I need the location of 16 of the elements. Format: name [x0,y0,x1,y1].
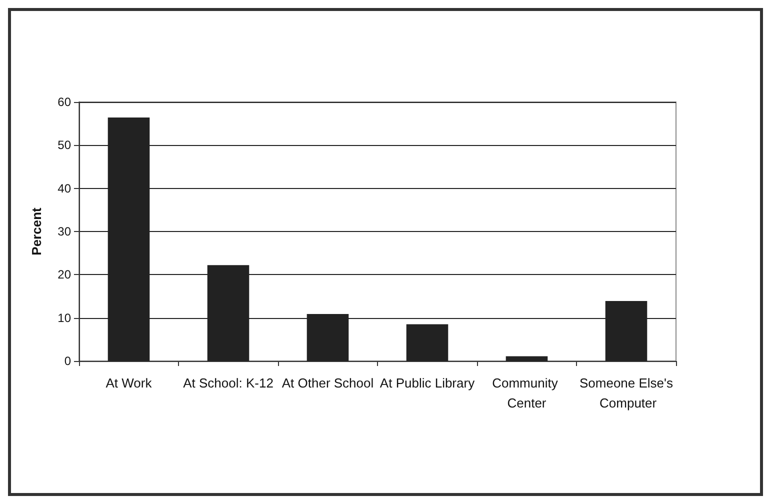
x-tick-label: At Public Library [380,376,476,390]
y-tick-label: 0 [64,354,72,368]
x-tick-label: Someone Else's Computer [579,376,674,410]
x-tick-label: Community Center [492,376,562,410]
x-tick-label: At Work [106,376,152,390]
y-tick-label: 50 [58,138,72,152]
y-axis-title: Percent [29,206,44,256]
x-tick-label: At School: K-12 [183,376,274,390]
bar [406,324,448,361]
y-tick-label: 30 [58,224,72,238]
y-tick-label: 20 [58,268,72,282]
x-tick-label: At Other School [282,376,374,390]
bar [506,356,548,361]
y-tick-label: 40 [58,181,72,196]
y-tick-label: 60 [58,95,72,109]
y-tick-label: 10 [58,310,72,325]
